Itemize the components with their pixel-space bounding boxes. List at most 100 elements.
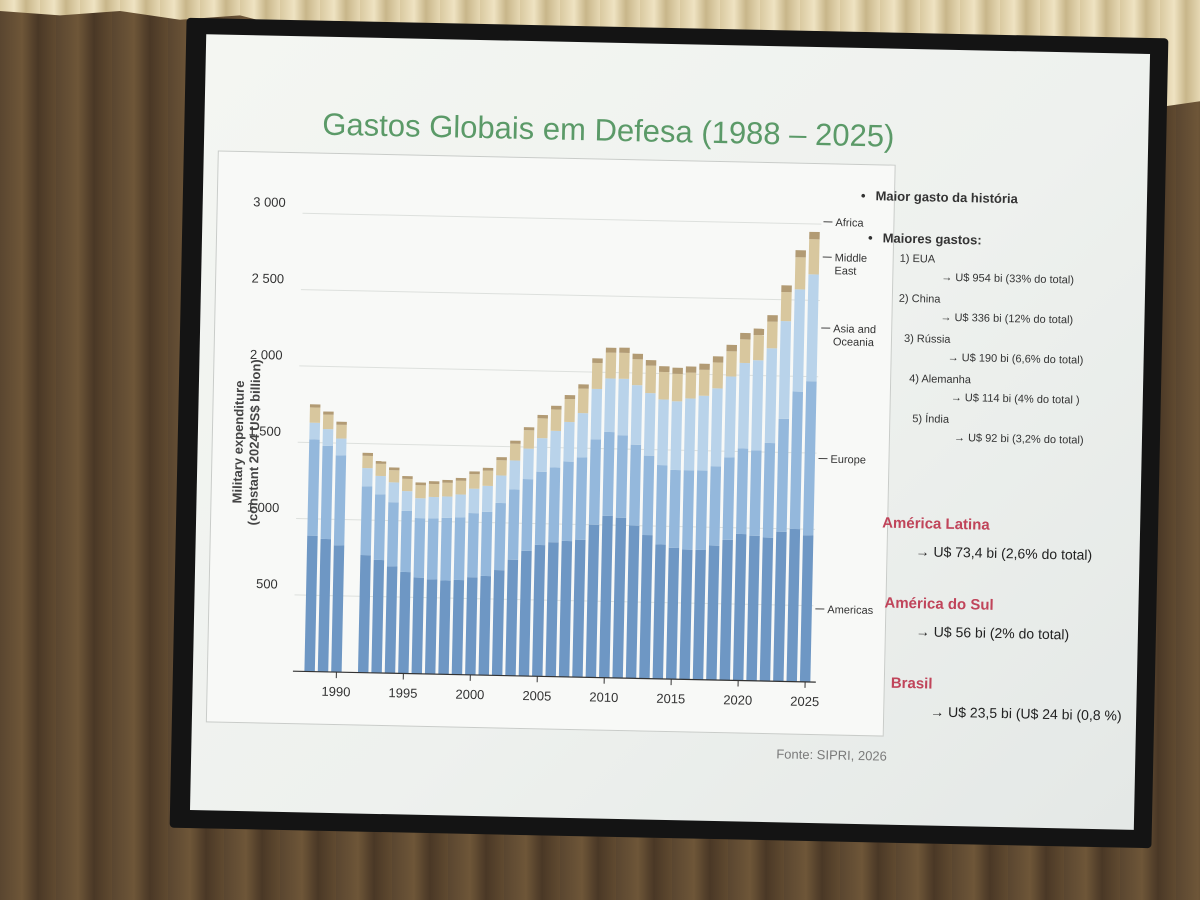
bar-segment	[558, 540, 573, 677]
series-label: East	[834, 265, 856, 277]
bar-segment	[585, 524, 600, 678]
bar-segment	[685, 366, 697, 373]
bar-segment	[401, 490, 413, 512]
bar-segment	[424, 579, 438, 675]
bar-segment	[749, 450, 762, 536]
bar-segment	[659, 366, 670, 373]
bar-segment	[537, 414, 548, 419]
gridline	[300, 289, 820, 301]
bar-segment	[632, 353, 644, 360]
bar-segment	[725, 351, 737, 377]
bar-segment	[362, 455, 373, 469]
bar-segment	[441, 496, 453, 518]
bar-segment	[505, 559, 519, 676]
y-tick-label: 2 000	[250, 347, 283, 363]
region-value-latin-america: → U$ 73,4 bi (2,6% do total)	[915, 543, 1093, 563]
bar-segment	[753, 328, 765, 336]
bar-segment	[737, 362, 751, 449]
bullet-top-spenders-text: Maiores gastos:	[882, 230, 982, 248]
y-tick-label: 1 500	[248, 423, 281, 439]
bar-segment	[753, 334, 765, 361]
bar-segment	[428, 481, 440, 485]
bar-segment	[726, 344, 738, 352]
bar-segment	[561, 461, 574, 542]
bar-segment	[482, 467, 494, 471]
bar-segment	[809, 231, 820, 240]
bar-segment	[455, 480, 467, 495]
bar-segment	[453, 517, 466, 581]
bar-segment	[386, 502, 399, 567]
bar-segment	[307, 439, 320, 536]
series-label: Africa	[835, 217, 864, 230]
bar-segment	[746, 535, 760, 681]
bar-segment	[575, 457, 588, 540]
bar-segment	[605, 347, 617, 353]
bar-segment	[642, 455, 655, 536]
bar-segment	[668, 469, 681, 548]
bar-segment	[781, 285, 792, 293]
bar-segment	[309, 422, 321, 440]
bullet-top-spenders: • Maiores gastos:	[868, 230, 982, 247]
bar-segment	[455, 477, 467, 481]
bar-segment	[411, 577, 424, 674]
bar-segment	[776, 418, 790, 532]
bar-segment	[360, 486, 373, 556]
bar-segment	[732, 533, 747, 681]
bar-segment	[304, 535, 318, 672]
bar-segment	[806, 274, 819, 382]
bar-segment	[692, 549, 706, 680]
bar-segment	[323, 411, 334, 415]
bar-segment	[639, 534, 653, 679]
bar-segment	[415, 485, 426, 499]
series-label: Asia and	[833, 323, 876, 336]
slide-title: Gastos Globais em Defesa (1988 – 2025)	[322, 106, 895, 154]
bar-segment	[780, 292, 792, 322]
bar-segment	[494, 502, 506, 571]
bar-segment	[631, 359, 643, 386]
bar-segment	[480, 511, 493, 577]
x-tick-label: 2005	[522, 688, 551, 704]
bar-segment	[389, 467, 400, 471]
bar-segment	[495, 475, 507, 504]
bar-segment	[317, 538, 332, 672]
y-tick-label: 1 000	[247, 500, 280, 516]
projector-screen: Gastos Globais em Defesa (1988 – 2025) 3…	[169, 17, 1169, 849]
bar-segment	[619, 347, 630, 353]
bar-segment	[592, 358, 603, 364]
bar-segment	[618, 352, 630, 379]
bar-segment	[428, 483, 440, 498]
bar-segment	[712, 356, 724, 363]
bar-segment	[336, 421, 347, 425]
bar-segment	[766, 321, 778, 349]
bar-segment	[537, 418, 548, 439]
y-tick-label: 2 500	[251, 271, 284, 287]
bar-segment	[455, 494, 466, 518]
rank-value-2: → U$ 336 bi (12% do total)	[940, 311, 1074, 327]
rank-label-5: 5) Índia	[912, 413, 950, 426]
bar-segment	[645, 360, 657, 366]
bar-segment	[740, 332, 751, 340]
bar-segment	[665, 547, 680, 680]
bar-segment	[469, 474, 480, 489]
bar-segment	[762, 442, 776, 538]
bar-segment	[577, 388, 589, 414]
region-title-south-america: América do Sul	[884, 594, 994, 614]
bar-segment	[375, 463, 387, 477]
bar-segment	[333, 455, 347, 546]
rank-value-4: → U$ 114 bi (4% do total )	[950, 391, 1080, 407]
bar-segment	[708, 466, 722, 546]
region-title-brazil: Brasil	[890, 674, 933, 693]
bar-segment	[510, 440, 521, 444]
rank-label-4: 4) Alemanha	[909, 373, 972, 387]
bar-segment	[655, 465, 668, 545]
rank-value-1: → U$ 954 bi (33% do total)	[941, 271, 1075, 287]
bar-segment	[482, 470, 494, 487]
bar-segment	[564, 398, 576, 423]
bar-segment	[795, 250, 806, 258]
bar-segment	[630, 385, 643, 445]
bar-segment	[629, 444, 642, 526]
bar-segment	[645, 365, 657, 394]
x-tick-label: 1995	[388, 685, 417, 701]
bar-segment	[384, 566, 398, 674]
x-tick-label: 2000	[455, 687, 484, 703]
